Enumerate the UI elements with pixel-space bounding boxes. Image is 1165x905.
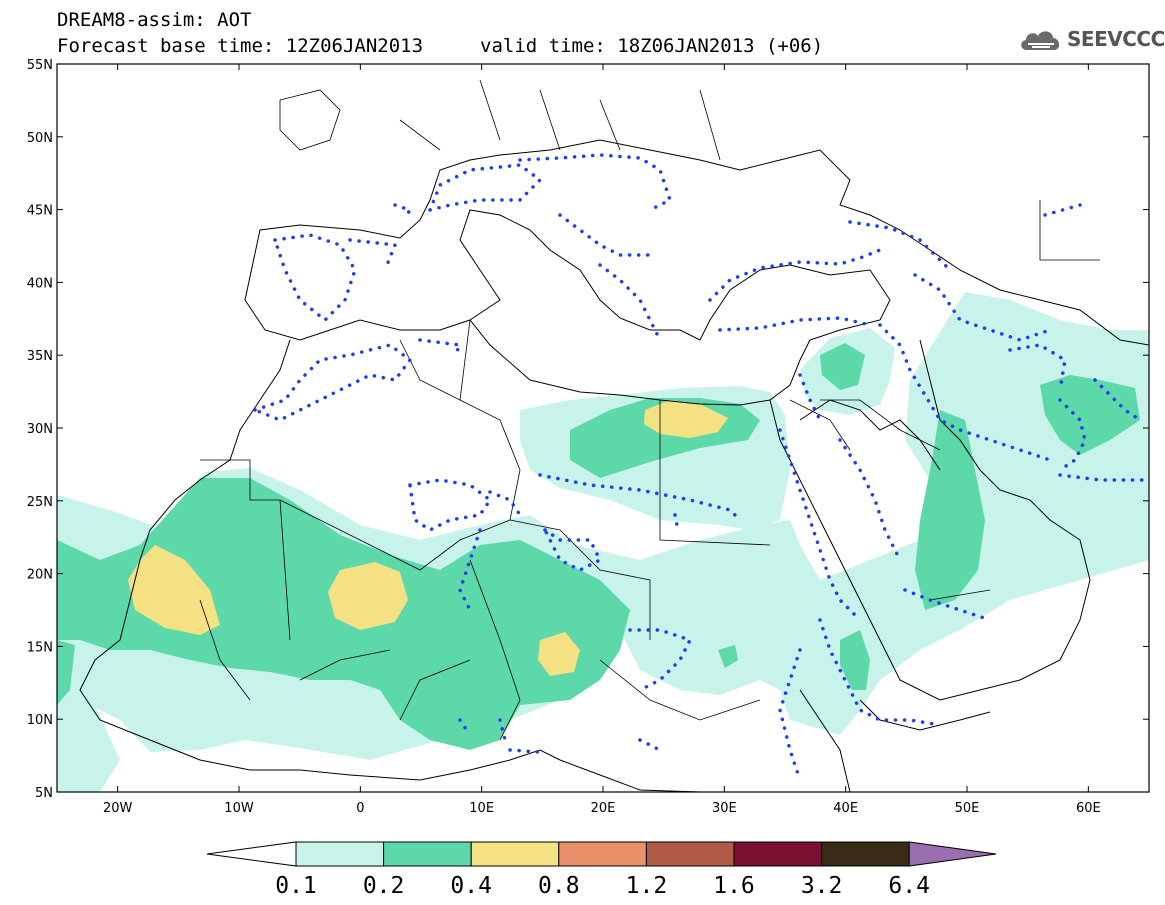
colorbar-box-5: [733, 841, 823, 867]
colorbar-over-arrow: [908, 841, 997, 867]
lon-label-20E: 20E: [591, 801, 616, 816]
colorbar-label-3.2: 3.2: [801, 873, 843, 899]
lat-label-50N: 50N: [27, 131, 53, 146]
colorbar-label-1.6: 1.6: [713, 873, 755, 899]
lat-label-10N: 10N: [27, 713, 53, 728]
longitude-axis: 20W 10W 0 10E 20E 30E 40E 50E 60E: [103, 64, 1101, 816]
colorbar-label-0.4: 0.4: [450, 873, 492, 899]
colorbar-under-arrow: [206, 841, 297, 867]
lat-label-30N: 30N: [27, 422, 53, 437]
lon-label-60E: 60E: [1076, 801, 1101, 816]
lat-label-45N: 45N: [27, 204, 53, 219]
lat-label-25N: 25N: [27, 495, 53, 510]
country-borders: [199, 79, 1100, 741]
colorbar-label-1.2: 1.2: [626, 873, 668, 899]
seevccc-logo: SEEVCCC: [1018, 26, 1165, 52]
lat-label-5N: 5N: [35, 786, 53, 801]
colorbar-label-6.4: 6.4: [888, 873, 930, 899]
lat-label-55N: 55N: [27, 58, 53, 73]
colorbar-box-3: [558, 841, 647, 867]
lon-label-50E: 50E: [955, 801, 980, 816]
colorbar-box-2: [470, 841, 560, 867]
colorbar-box-4: [645, 841, 735, 867]
map-title: DREAM8-assim: AOT: [57, 9, 252, 31]
lon-label-0: 0: [356, 801, 364, 816]
colorbar-label-0.2: 0.2: [363, 873, 405, 899]
lon-label-10W: 10W: [224, 801, 254, 816]
lon-label-30E: 30E: [712, 801, 737, 816]
latitude-axis: 55N 50N 45N 40N 35N 30N 25N 20N 15N 10N 5N: [27, 58, 1149, 801]
logo-text: SEEVCCC: [1067, 27, 1165, 51]
colorbar-label-0.8: 0.8: [538, 873, 580, 899]
lon-label-20W: 20W: [103, 801, 133, 816]
colorbar-box-6: [821, 841, 910, 867]
forecast-base-time: Forecast base time: 12Z06JAN2013: [57, 35, 424, 57]
lat-label-35N: 35N: [27, 349, 53, 364]
aot-level-0.4: [128, 400, 728, 676]
lat-label-40N: 40N: [27, 276, 53, 291]
lat-label-20N: 20N: [27, 568, 53, 583]
map-plot-area: [57, 64, 1149, 792]
lon-label-10E: 10E: [469, 801, 494, 816]
lon-label-40E: 40E: [833, 801, 858, 816]
colorbar-box-0: [295, 841, 385, 867]
dotted-contours: [249, 153, 1149, 782]
valid-time: valid time: 18Z06JAN2013 (+06): [480, 35, 824, 57]
lat-label-15N: 15N: [27, 640, 53, 655]
colorbar-box-1: [383, 841, 472, 867]
colorbar: 0.1 0.2 0.4 0.8 1.2 1.6 3.2 6.4: [206, 841, 997, 899]
cloud-icon: [1021, 31, 1060, 50]
colorbar-label-0.1: 0.1: [275, 873, 317, 899]
